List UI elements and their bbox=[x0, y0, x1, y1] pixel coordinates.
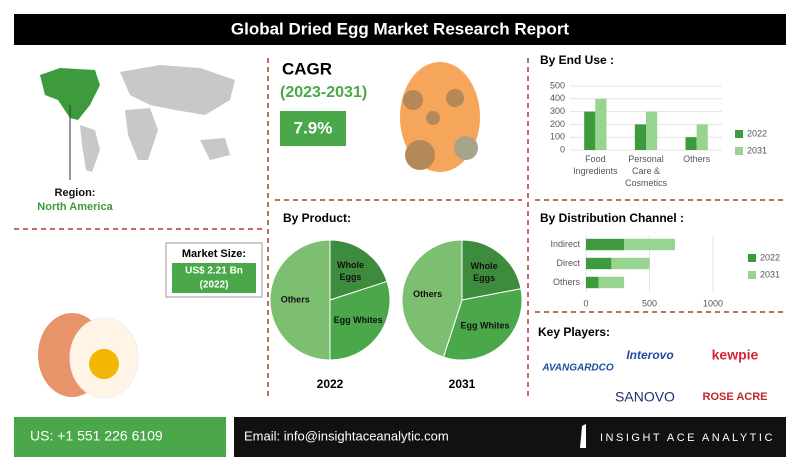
y-tick-label: 500 bbox=[550, 80, 565, 90]
bar-segment bbox=[611, 257, 650, 270]
brand: INSIGHT ACE ANALYTIC bbox=[600, 432, 775, 444]
y-tick-label: Indirect bbox=[550, 239, 580, 249]
slice-label: Egg Whites bbox=[461, 320, 510, 330]
cagr-label: CAGR bbox=[282, 59, 332, 78]
chart-title: By Distribution Channel : bbox=[540, 211, 684, 225]
boiled-egg bbox=[38, 313, 139, 399]
legend-swatch bbox=[735, 147, 743, 155]
bar bbox=[634, 124, 646, 150]
cagr-value: 7.9% bbox=[294, 118, 333, 137]
legend-label: 2031 bbox=[747, 145, 767, 155]
pie-slice bbox=[442, 288, 523, 361]
pie-slice bbox=[269, 239, 331, 361]
bar bbox=[646, 111, 658, 150]
bar bbox=[595, 98, 607, 150]
egg-illustration bbox=[400, 62, 480, 172]
slice-label: Others bbox=[413, 289, 442, 299]
pie-slice bbox=[461, 239, 522, 301]
pie-slice bbox=[329, 239, 388, 301]
market-size-year: (2022) bbox=[200, 280, 229, 291]
legend-swatch bbox=[748, 254, 756, 262]
bar bbox=[685, 137, 697, 150]
region-label: Region: bbox=[55, 187, 96, 199]
email: Email: info@insightaceanalytic.com bbox=[244, 428, 449, 443]
cagr-period: (2023-2031) bbox=[280, 84, 367, 101]
bar-segment bbox=[624, 238, 675, 251]
key-players-title: Key Players: bbox=[538, 325, 610, 339]
player-logo: SANOVO bbox=[615, 389, 675, 405]
header-bar bbox=[14, 14, 786, 45]
brand-icon bbox=[580, 424, 586, 448]
legend-swatch bbox=[735, 130, 743, 138]
pie-slice bbox=[401, 239, 463, 358]
x-tick-label: 1000 bbox=[703, 298, 723, 308]
legend-swatch bbox=[748, 271, 756, 279]
bar-segment bbox=[586, 276, 599, 289]
y-tick-label: 200 bbox=[550, 119, 565, 129]
pie-slice bbox=[329, 280, 391, 361]
x-tick-label: 0 bbox=[583, 298, 588, 308]
bar bbox=[584, 111, 596, 150]
player-logo: ROSE ACRE bbox=[703, 391, 768, 403]
bar-segment bbox=[586, 257, 612, 270]
x-tick-label: Personal Care & Cosmetics bbox=[625, 154, 668, 188]
player-logo: kewpie bbox=[712, 347, 759, 363]
y-tick-label: 300 bbox=[550, 106, 565, 116]
legend-label: 2031 bbox=[760, 269, 780, 279]
title: Global Dried Egg Market Research Report bbox=[231, 19, 570, 38]
x-tick-label: Others bbox=[683, 154, 711, 164]
bar-segment bbox=[586, 238, 625, 251]
y-tick-label: 100 bbox=[550, 132, 565, 142]
chart-title: By End Use : bbox=[540, 53, 614, 67]
bar bbox=[696, 124, 708, 150]
x-tick-label: Food Ingredients bbox=[573, 154, 618, 176]
y-tick-label: Others bbox=[553, 277, 581, 287]
product-heading: By Product: bbox=[283, 211, 351, 225]
phone-box bbox=[14, 417, 226, 457]
market-size-value: US$ 2.21 Bn bbox=[185, 266, 243, 277]
y-tick-label: 400 bbox=[550, 93, 565, 103]
slice-label: Whole Eggs bbox=[471, 262, 498, 284]
market-size-value-box bbox=[172, 263, 256, 293]
cagr-box bbox=[280, 111, 346, 146]
region-value: North America bbox=[37, 201, 113, 213]
world-map bbox=[40, 65, 235, 180]
pie-year: 2022 bbox=[317, 377, 344, 391]
legend-label: 2022 bbox=[747, 128, 767, 138]
slice-label: Egg Whites bbox=[334, 315, 383, 325]
footer-bar bbox=[234, 417, 786, 457]
pie-year: 2031 bbox=[449, 377, 476, 391]
x-tick-label: 500 bbox=[642, 298, 657, 308]
player-logo: AVANGARDCO bbox=[541, 363, 614, 374]
slice-label: Others bbox=[281, 294, 310, 304]
phone: US: +1 551 226 6109 bbox=[30, 428, 163, 444]
player-logo: Interovo bbox=[626, 348, 673, 362]
y-tick-label: Direct bbox=[556, 258, 580, 268]
legend-label: 2022 bbox=[760, 252, 780, 262]
slice-label: Whole Eggs bbox=[337, 260, 364, 282]
bar-segment bbox=[598, 276, 625, 289]
y-tick-label: 0 bbox=[560, 144, 565, 154]
market-size-label: Market Size: bbox=[182, 248, 246, 260]
